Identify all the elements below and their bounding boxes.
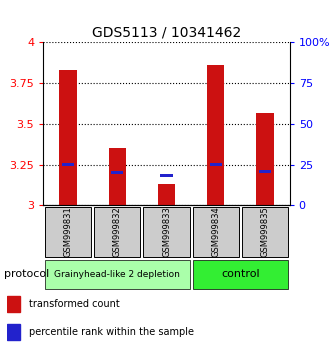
Bar	[7, 324, 20, 340]
Text: GSM999832: GSM999832	[113, 206, 122, 257]
Bar	[161, 174, 172, 177]
Text: GSM999834: GSM999834	[211, 206, 220, 257]
Text: Grainyhead-like 2 depletion: Grainyhead-like 2 depletion	[54, 270, 180, 279]
Text: GSM999835: GSM999835	[260, 206, 270, 257]
Text: GSM999833: GSM999833	[162, 206, 171, 257]
FancyBboxPatch shape	[143, 207, 190, 257]
Bar	[111, 171, 123, 174]
FancyBboxPatch shape	[45, 207, 91, 257]
Text: GSM999831: GSM999831	[63, 206, 73, 257]
FancyBboxPatch shape	[242, 207, 288, 257]
Bar	[207, 65, 224, 205]
Text: protocol: protocol	[4, 269, 49, 279]
Bar	[59, 70, 77, 205]
FancyBboxPatch shape	[45, 260, 190, 289]
Text: transformed count: transformed count	[29, 299, 120, 309]
Bar	[7, 296, 20, 312]
Bar	[62, 163, 74, 166]
Bar	[259, 170, 271, 173]
FancyBboxPatch shape	[192, 207, 239, 257]
Text: percentile rank within the sample: percentile rank within the sample	[29, 327, 194, 337]
Text: control: control	[221, 269, 260, 279]
Bar	[210, 163, 222, 166]
FancyBboxPatch shape	[192, 260, 288, 289]
Title: GDS5113 / 10341462: GDS5113 / 10341462	[92, 26, 241, 40]
Bar	[109, 148, 126, 205]
FancyBboxPatch shape	[94, 207, 141, 257]
Bar	[256, 113, 274, 205]
Bar	[158, 184, 175, 205]
